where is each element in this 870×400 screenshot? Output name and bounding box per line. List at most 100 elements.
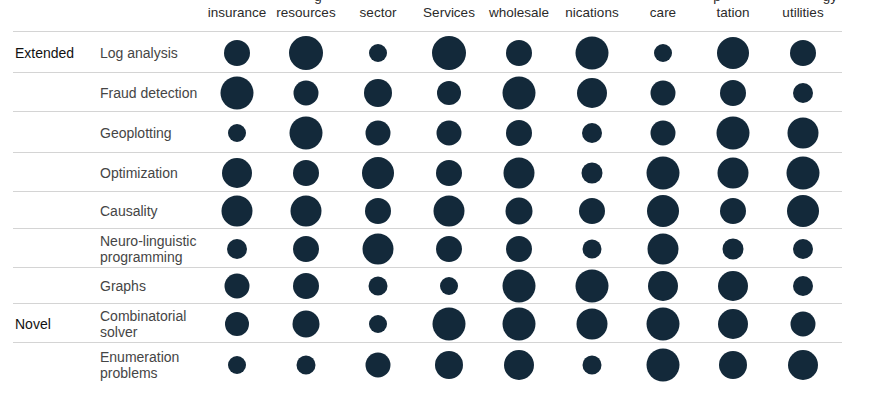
matrix-dot (435, 351, 463, 379)
column-header-clipped-text: g (314, 0, 322, 5)
matrix-dot (582, 162, 603, 183)
matrix-dot (224, 40, 250, 66)
matrix-row: NovelCombinatorialsolver (13, 303, 842, 343)
matrix-dot (297, 356, 316, 375)
matrix-dot (290, 116, 323, 149)
column-header: insurance (208, 5, 267, 21)
matrix-dot (718, 157, 749, 188)
matrix-row: Geoplotting (13, 111, 842, 153)
matrix-dot (228, 124, 246, 142)
row-label: Log analysis (100, 45, 178, 61)
row-label-line: Neuro-linguistic (100, 233, 196, 249)
matrix-dot (647, 307, 680, 340)
matrix-dot (433, 307, 466, 340)
matrix-dot (719, 351, 747, 379)
matrix-dot (717, 116, 750, 149)
matrix-row: Fraud detection (13, 72, 842, 112)
matrix-dot (651, 120, 676, 145)
matrix-dot (364, 79, 392, 107)
row-label-line: Geoplotting (100, 125, 172, 141)
matrix-dot (369, 44, 387, 62)
matrix-dot (788, 117, 819, 148)
matrix-dot (440, 277, 458, 295)
column-header: nications (565, 5, 618, 21)
matrix-dot (506, 40, 532, 66)
matrix-dot (289, 36, 323, 70)
matrix-dot (720, 198, 746, 224)
matrix-dot (293, 160, 319, 186)
column-header: tation (716, 5, 749, 21)
row-label-line: Combinatorial (100, 308, 186, 324)
matrix-dot (787, 156, 820, 189)
matrix-dot (506, 197, 533, 224)
matrix-dot (293, 310, 320, 337)
row-group-label: Extended (15, 45, 74, 61)
matrix-row: Enumerationproblems (13, 342, 842, 387)
matrix-dot (648, 233, 679, 264)
matrix-dot (293, 236, 319, 262)
matrix-dot (221, 76, 254, 109)
matrix-dot (577, 308, 608, 339)
matrix-dot (504, 350, 534, 380)
bubble-matrix-chart: insuranceresourcessectorServiceswholesal… (0, 0, 870, 400)
matrix-dot (369, 315, 387, 333)
matrix-dot (504, 157, 535, 188)
matrix-dot (583, 356, 602, 375)
matrix-dot (225, 312, 249, 336)
row-label: Optimization (100, 165, 178, 181)
matrix-dot (366, 353, 391, 378)
matrix-dot (362, 157, 394, 189)
matrix-dot (576, 270, 609, 303)
matrix-dot (787, 195, 819, 227)
matrix-dot (576, 36, 609, 69)
matrix-dot (647, 349, 680, 382)
row-label-line: Enumeration (100, 349, 179, 365)
matrix-dot (579, 198, 605, 224)
row-group-label: Novel (15, 316, 51, 332)
row-label-line: Fraud detection (100, 85, 197, 101)
matrix-dot (506, 120, 532, 146)
matrix-dot (503, 307, 536, 340)
matrix-dot (436, 236, 462, 262)
matrix-dot (788, 350, 818, 380)
matrix-dot (294, 80, 319, 105)
row-label: Fraud detection (100, 85, 197, 101)
matrix-dot (503, 270, 536, 303)
column-header-clipped-text: p (713, 0, 721, 5)
row-label-line: Graphs (100, 278, 146, 294)
matrix-dot (437, 81, 461, 105)
matrix-dot (506, 236, 532, 262)
row-label: Geoplotting (100, 125, 172, 141)
row-label: Graphs (100, 278, 146, 294)
matrix-dot (436, 160, 462, 186)
matrix-dot (369, 277, 388, 296)
matrix-dot (793, 276, 813, 296)
matrix-dot (793, 239, 813, 259)
matrix-dot (651, 80, 676, 105)
matrix-dot (720, 80, 746, 106)
matrix-dot (790, 40, 816, 66)
matrix-dot (583, 239, 602, 258)
row-label: Causality (100, 203, 158, 219)
matrix-dot (293, 273, 319, 299)
row-label-line: Causality (100, 203, 158, 219)
row-label: Enumerationproblems (100, 349, 179, 381)
column-header: utilities (782, 5, 823, 21)
matrix-dot (222, 195, 253, 226)
matrix-dot (793, 83, 813, 103)
column-header: Services (423, 5, 475, 21)
matrix-dot (647, 156, 680, 189)
matrix-dot (582, 123, 602, 143)
matrix-dot (718, 271, 748, 301)
matrix-dot (227, 239, 247, 259)
column-header: sector (360, 5, 397, 21)
matrix-dot (654, 44, 672, 62)
matrix-dot (365, 198, 391, 224)
matrix-dot (577, 78, 607, 108)
row-label-line: problems (100, 365, 158, 381)
matrix-dot (503, 76, 536, 109)
column-header: care (650, 5, 676, 21)
row-label: Neuro-linguisticprogramming (100, 233, 196, 265)
matrix-dot (717, 37, 749, 69)
row-label-line: Optimization (100, 165, 178, 181)
